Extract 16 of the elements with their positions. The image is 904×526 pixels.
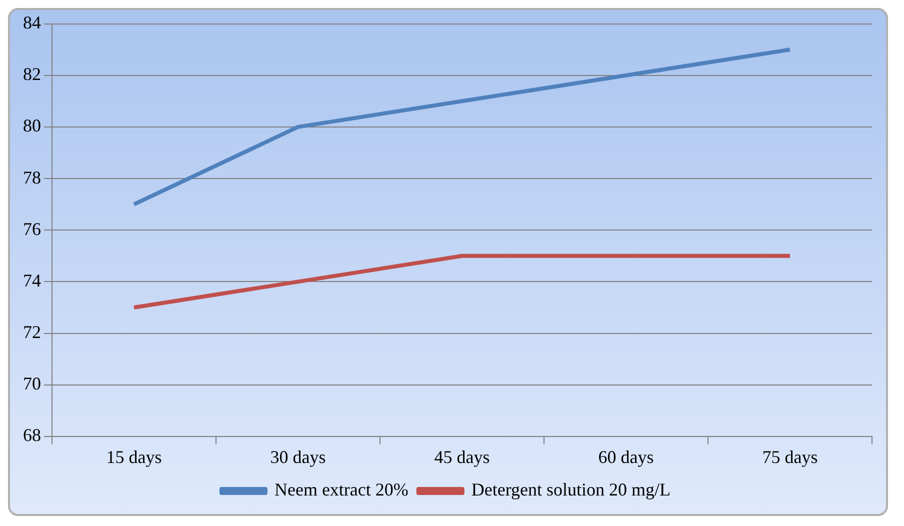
y-tick-label: 74 bbox=[23, 270, 41, 290]
y-tick-label: 84 bbox=[23, 12, 41, 33]
x-tick-label: 45 days bbox=[434, 446, 490, 467]
y-tick-label: 78 bbox=[23, 167, 41, 188]
x-tick-label: 75 days bbox=[762, 446, 818, 467]
y-tick-label: 80 bbox=[23, 116, 41, 136]
x-tick-label: 15 days bbox=[106, 446, 162, 467]
legend-label: Neem extract 20% bbox=[274, 480, 408, 500]
y-tick-label: 70 bbox=[23, 374, 41, 394]
y-tick-label: 82 bbox=[23, 64, 41, 84]
y-tick-label: 68 bbox=[23, 425, 41, 446]
y-tick-label: 76 bbox=[23, 218, 41, 239]
x-tick-label: 60 days bbox=[598, 446, 654, 467]
legend-label: Detergent solution 20 mg/L bbox=[471, 480, 671, 500]
x-tick-label: 30 days bbox=[270, 446, 326, 467]
y-tick-label: 72 bbox=[23, 322, 41, 342]
